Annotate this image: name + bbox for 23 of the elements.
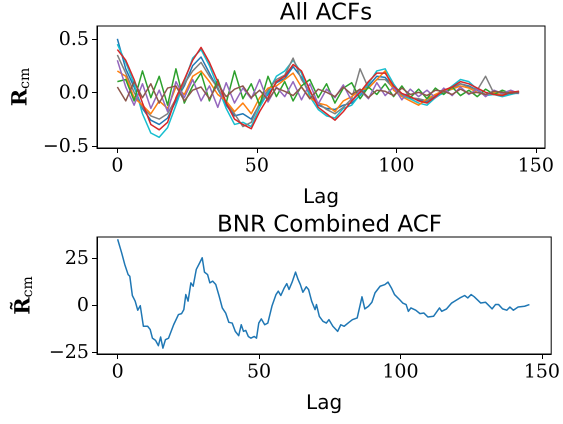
x-tick-label: 0 [112,360,124,382]
chart-title: BNR Combined ACF [216,212,442,238]
y-tick-label: −25 [48,341,89,364]
x-tick-label: 50 [246,360,272,382]
x-tick-label: 150 [518,154,554,176]
line-series [116,80,520,104]
x-tick-label: 150 [524,360,560,382]
y-axis-title: R̃cm [10,276,36,315]
y-tick-label: 0.0 [58,81,89,104]
y-tick-label: −0.5 [42,134,89,157]
y-tick-label: 0.5 [58,28,89,50]
y-axis-title: Rcm [6,68,33,106]
y-tick-label: 25 [64,246,89,269]
y-tick-label: 0 [76,294,89,316]
x-axis-title: Lag [306,390,342,414]
x-tick-label: 50 [244,154,269,176]
x-tick-label: 100 [378,154,414,176]
x-axis-title: Lag [302,184,340,208]
x-tick-label: 0 [111,154,124,176]
line-series [116,238,530,349]
x-tick-label: 100 [382,360,419,382]
line-series [116,59,520,112]
chart-title: All ACFs [280,0,372,26]
